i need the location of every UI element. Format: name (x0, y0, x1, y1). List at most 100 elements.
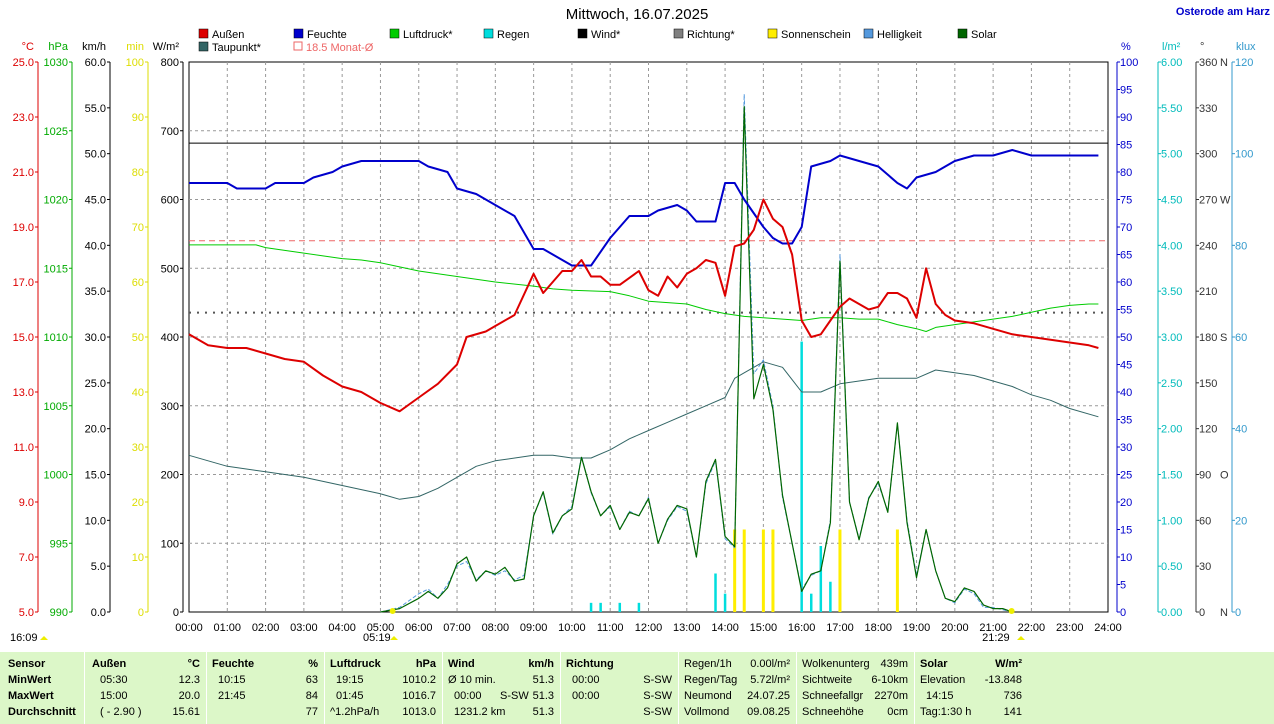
series-line-solar (380, 106, 1013, 613)
stats-aussen-dev: ( - 2.90 ) (100, 706, 142, 718)
legend-swatch (957, 28, 968, 39)
axis-tick-label-left: 0 (173, 607, 179, 619)
axis-tick-label-left: 1025 (44, 126, 68, 138)
x-tick-label: 05:00 (367, 622, 395, 634)
axis-tick-label-right: 65 (1120, 250, 1132, 262)
legend-label: Sonnenschein (781, 29, 851, 41)
axis-tick-label-right: 95 (1120, 85, 1132, 97)
axis-tick-label-right: 75 (1120, 195, 1132, 207)
legend-swatch (863, 28, 874, 39)
stats-wind-max-time: 00:00 (454, 690, 482, 702)
x-tick-label: 12:00 (635, 622, 663, 634)
x-tick-label: 24:00 (1094, 622, 1122, 634)
stats-druck-min-value: 1010.2 (402, 674, 436, 686)
stats-solar-header: Solar (920, 658, 948, 670)
axis-tick-label-right: 3.00 (1161, 332, 1182, 344)
axis-tick-label-left: 11.0 (13, 442, 34, 454)
axis-tick-label-right: 330 (1199, 103, 1217, 115)
stats-druck-trend: ^1.2hPa/h (330, 706, 380, 718)
sunshine-bar (742, 529, 746, 612)
axis-tick-label-right: 100 (1235, 149, 1253, 161)
stats-regen-col: Regen/1h 0.00l/m² Regen/Tag 5.72l/m² Neumo… (684, 656, 790, 720)
stats-richtung-header: Richtung (566, 658, 614, 670)
axis-tick-label-right: 25 (1120, 470, 1132, 482)
legend-label: Regen (497, 29, 529, 41)
axis-tick-label-right: 10 (1120, 552, 1132, 564)
axis-direction-label: O (1220, 470, 1229, 482)
axis-tick-label-left: 1000 (44, 470, 68, 482)
stats-wind-max-value: 51.3 (532, 690, 554, 702)
axis-unit-left: hPa (48, 41, 68, 53)
stats-wind-col: Wind km/h Ø 10 min. 51.3 00:00 S-SW 51.3 123… (448, 656, 554, 720)
stats-feuchte-max-value: 84 (305, 690, 318, 702)
rain-bar (637, 602, 641, 612)
legend-swatch (198, 41, 209, 52)
axis-tick-label-left: 60.0 (85, 57, 106, 69)
axis-tick-label-left: 5.0 (19, 607, 34, 619)
sunset-marker (1008, 608, 1015, 614)
axis-tick-label-left: 60 (132, 277, 144, 289)
stats-sicht-value: 6-10km (871, 674, 908, 686)
stats-vollmond-value: 09.08.25 (747, 706, 790, 718)
axis-tick-label-left: 1005 (44, 401, 68, 413)
stats-feuchte-unit: % (308, 658, 318, 670)
legend-label: Taupunkt* (212, 42, 262, 54)
x-tick-label: 02:00 (252, 622, 280, 634)
axis-unit-left: min (126, 41, 144, 53)
stats-wind-distance: 1231.2 km (454, 706, 506, 718)
x-tick-label: 17:00 (826, 622, 854, 634)
stats-regen-tag-value: 5.72l/m² (750, 674, 790, 686)
axis-tick-label-left: 600 (161, 195, 179, 207)
stats-druck-max-time: 01:45 (336, 690, 364, 702)
stats-neumond-label: Neumond (684, 690, 732, 702)
legend-label: Feuchte (307, 29, 347, 41)
sunrise-label: 05:19 (363, 632, 391, 644)
x-tick-label: 03:00 (290, 622, 318, 634)
axis-tick-label-left: 23.0 (13, 112, 34, 124)
axis-tick-label-right: 2.00 (1161, 424, 1182, 436)
sunshine-bar (895, 529, 899, 612)
stats-elevation-value: -13.848 (984, 674, 1022, 686)
legend-label: Solar (971, 29, 997, 41)
axis-tick-label-right: 2.50 (1161, 378, 1182, 390)
stats-min-label: MinWert (8, 674, 52, 686)
x-tick-label: 11:00 (597, 622, 624, 634)
x-tick-label: 16:00 (788, 622, 816, 634)
axis-tick-label-right: 80 (1235, 240, 1247, 252)
rain-bar (723, 593, 727, 612)
rain-bar (809, 593, 813, 612)
axis-tick-label-left: 10.0 (85, 515, 106, 527)
stats-aussen-max-value: 20.0 (178, 690, 200, 702)
stats-sensor-col: Sensor MinWert MaxWert Durchschnitt (8, 656, 84, 720)
axis-tick-label-left: 30 (132, 442, 144, 454)
stats-solar-duration: Tag:1:30 h (920, 706, 972, 718)
legend-swatch (293, 41, 303, 51)
stats-feuchte-header: Feuchte (212, 658, 255, 670)
stats-wind-avg10-label: Ø 10 min. (448, 674, 496, 686)
stats-schneefall-label: Schneefallgr (802, 690, 864, 702)
axis-tick-label-left: 15.0 (85, 470, 106, 482)
stats-wolken-value: 439m (880, 658, 908, 670)
axis-tick-label-right: 70 (1120, 222, 1132, 234)
axis-tick-label-right: 360 (1199, 57, 1217, 69)
rain-bar (829, 581, 832, 612)
axis-tick-label-left: 1030 (44, 57, 68, 69)
stats-regen-tag-label: Regen/Tag (684, 674, 738, 686)
axis-tick-label-right: 6.00 (1161, 57, 1182, 69)
axis-tick-label-right: 5.00 (1161, 149, 1182, 161)
x-tick-label: 15:00 (750, 622, 778, 634)
legend-swatch (577, 28, 588, 39)
stats-solar-max-time: 14:15 (926, 690, 954, 702)
axis-tick-label-left: 25.0 (85, 378, 106, 390)
stats-max-label: MaxWert (8, 690, 54, 702)
x-tick-label: 14:00 (711, 622, 739, 634)
x-tick-label: 23:00 (1056, 622, 1084, 634)
series-line-taupunkt (188, 361, 1099, 500)
x-tick-label: 22:00 (1018, 622, 1046, 634)
stats-neumond-value: 24.07.25 (747, 690, 790, 702)
axis-tick-label-right: 90 (1199, 470, 1211, 482)
axis-tick-label-left: 20 (132, 497, 144, 509)
axis-tick-label-right: 300 (1199, 149, 1217, 161)
axis-unit-right: % (1121, 41, 1131, 53)
axis-tick-label-left: 17.0 (13, 277, 34, 289)
